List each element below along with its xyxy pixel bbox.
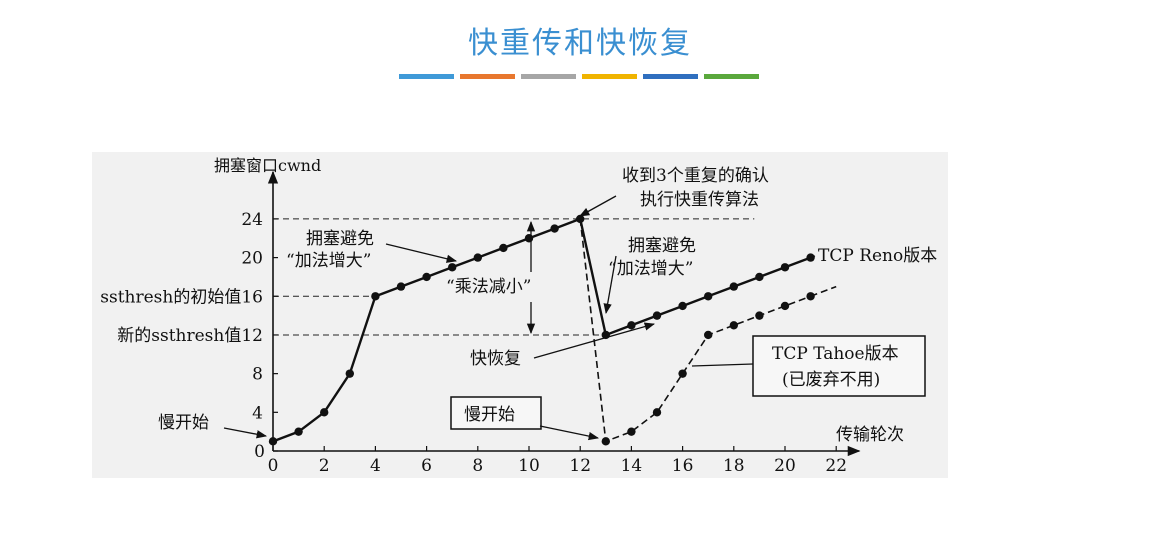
annotation-slow-start-1: 慢开始 — [158, 412, 209, 433]
slow-start-1-arrow — [223, 427, 268, 439]
x-tick-label: 20 — [774, 456, 796, 476]
y-axis-label: 拥塞窗口cwnd — [214, 156, 321, 175]
annotation-congestion-avoidance-1b: “加法增大” — [286, 251, 371, 271]
reno-point — [448, 263, 457, 272]
annotation-slow-start-2: 慢开始 — [464, 404, 515, 425]
annotation-reno: TCP Reno版本 — [818, 246, 937, 266]
page-title: 快重传和快恢复 — [468, 26, 692, 61]
tahoe-point — [704, 330, 713, 340]
reno-point — [396, 282, 406, 291]
tahoe-point — [627, 427, 636, 436]
x-tick-label: 2 — [319, 456, 330, 476]
tahoe-series-extension — [810, 285, 837, 298]
slow-start-box — [450, 396, 542, 430]
x-tick-label: 16 — [672, 456, 694, 476]
y-tick-label: ssthresh的初始值16 — [100, 287, 263, 307]
color-bar-segment — [704, 74, 759, 79]
ca2-arrow — [603, 255, 617, 315]
ca1-arrow — [385, 243, 458, 263]
reno-point — [499, 243, 508, 253]
reno-point — [576, 214, 585, 224]
annotation-congestion-avoidance-1a: 拥塞避免 — [306, 229, 374, 249]
annotation-congestion-avoidance-2b: “加法增大” — [608, 259, 693, 279]
x-tick-label: 0 — [268, 456, 279, 476]
reno-point — [371, 292, 380, 301]
annotation-fast-recovery: 快恢复 — [470, 349, 521, 369]
reno-point — [678, 301, 687, 311]
reno-point — [422, 272, 431, 282]
tahoe-point — [729, 321, 738, 330]
color-bar-segment — [643, 74, 698, 79]
x-tick-label: 6 — [421, 456, 432, 476]
triple-ack-arrow — [579, 195, 617, 217]
y-tick-label: 新的ssthresh值12 — [117, 326, 263, 346]
reno-point — [550, 224, 559, 233]
y-tick-label: 20 — [241, 249, 263, 269]
title-color-bar — [399, 74, 759, 79]
x-tick-label: 8 — [472, 456, 483, 476]
y-tick-label: 24 — [241, 210, 263, 230]
x-tick-label: 18 — [723, 456, 745, 476]
annotation-triple-ack-1: 收到3个重复的确认 — [622, 166, 769, 186]
reno-point — [345, 369, 354, 378]
tahoe-box — [752, 335, 926, 397]
annotation-multiplicative-decrease: “乘法减小” — [446, 277, 531, 297]
reno-point — [729, 282, 738, 291]
tahoe-leader — [691, 363, 754, 367]
x-tick-label: 12 — [569, 456, 591, 476]
slow-start-2-arrow — [539, 425, 600, 441]
annotation-congestion-avoidance-2a: 拥塞避免 — [628, 236, 696, 256]
annotation-tahoe-1: TCP Tahoe版本 — [772, 344, 899, 364]
color-bar-segment — [460, 74, 515, 79]
annotation-triple-ack-2: 执行快重传算法 — [640, 190, 759, 210]
fast-recovery-arrow — [533, 322, 656, 359]
y-tick-label: 0 — [254, 442, 265, 462]
reno-leader — [807, 255, 816, 259]
x-tick-label: 14 — [621, 456, 643, 476]
color-bar-segment — [521, 74, 576, 79]
reno-point — [755, 272, 764, 282]
reno-point — [268, 437, 278, 446]
color-bar-segment — [582, 74, 637, 79]
tahoe-point — [652, 408, 662, 417]
tahoe-series-line — [579, 218, 811, 443]
reno-point — [704, 292, 713, 301]
x-axis-label: 传输轮次 — [836, 425, 904, 445]
reno-series-line — [272, 217, 812, 443]
tahoe-point — [806, 292, 815, 301]
tahoe-point — [678, 369, 687, 378]
color-bar-segment — [399, 74, 454, 79]
y-tick-label: 4 — [252, 403, 263, 423]
reno-point — [294, 427, 303, 436]
tahoe-point — [780, 301, 790, 311]
annotation-tahoe-2: (已废弃不用) — [782, 370, 880, 390]
tahoe-point — [601, 437, 610, 446]
y-tick-label: 8 — [252, 365, 263, 385]
reno-point — [473, 253, 482, 262]
tahoe-point — [755, 311, 764, 320]
x-tick-label: 22 — [825, 456, 847, 476]
x-tick-label: 4 — [370, 456, 381, 476]
reno-point — [780, 263, 790, 272]
reno-point — [627, 321, 636, 330]
x-tick-label: 10 — [518, 456, 540, 476]
reno-point — [320, 408, 329, 417]
reno-point — [652, 311, 662, 320]
reno-point — [524, 234, 534, 243]
